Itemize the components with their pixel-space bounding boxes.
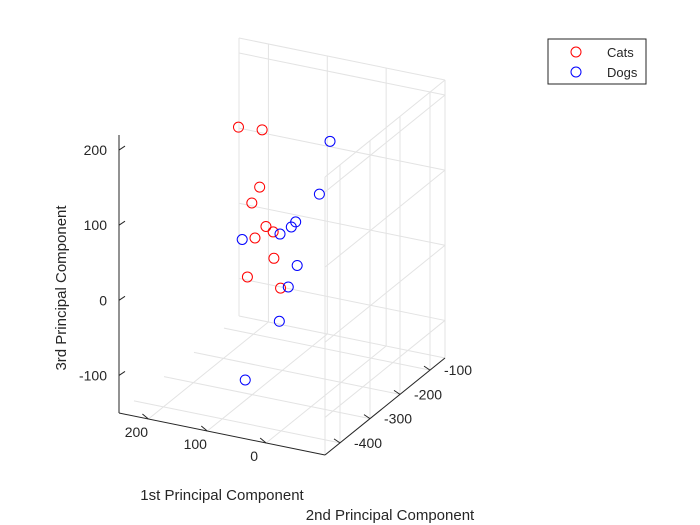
grid-line xyxy=(324,94,446,193)
grid-line xyxy=(223,327,431,371)
grid-line xyxy=(238,37,446,81)
y-tick-mark xyxy=(333,438,341,444)
data-point-cats xyxy=(268,252,280,264)
x-tick-mark xyxy=(200,425,208,432)
data-point-dogs xyxy=(239,374,251,386)
legend: Cats Dogs xyxy=(547,38,647,85)
data-point-cats xyxy=(246,197,258,209)
data-point-dogs xyxy=(291,259,303,271)
data-point-cats xyxy=(249,232,261,244)
y-tick-mark xyxy=(363,414,371,420)
grid-layer xyxy=(133,37,446,456)
axes-box xyxy=(118,135,446,456)
grid-line xyxy=(133,400,341,444)
z-tick-label: 100 xyxy=(84,217,108,233)
y-axis-line xyxy=(324,357,446,456)
data-point-dogs xyxy=(236,233,248,245)
data-point-dogs xyxy=(324,135,336,147)
grid-line xyxy=(324,244,446,343)
grid-line xyxy=(238,202,446,246)
grid-line xyxy=(148,321,269,420)
y-tick-mark xyxy=(393,389,401,395)
data-point-dogs xyxy=(285,221,297,233)
legend-box xyxy=(547,38,647,85)
x-tick-label: 0 xyxy=(250,448,258,464)
data-point-cats xyxy=(241,271,253,283)
grid-line xyxy=(265,345,387,444)
grid-line xyxy=(163,376,371,420)
data-point-cats xyxy=(275,282,287,294)
y-tick-label: -200 xyxy=(414,386,442,402)
data-points xyxy=(232,121,336,386)
legend-label-cats: Cats xyxy=(607,45,634,60)
z-tick-label: 200 xyxy=(84,142,108,158)
y-tick-label: -100 xyxy=(444,362,472,378)
x-axis-line xyxy=(118,412,326,456)
x-tick-label: 200 xyxy=(125,424,149,440)
data-point-cats xyxy=(260,220,272,232)
data-point-cats xyxy=(256,124,268,136)
y-axis-label: 2nd Principal Component xyxy=(306,507,475,524)
grid-line xyxy=(324,79,446,178)
z-tick-label: -100 xyxy=(79,367,107,383)
legend-label-dogs: Dogs xyxy=(607,65,638,80)
grid-line xyxy=(324,169,446,268)
data-point-dogs xyxy=(273,315,285,327)
data-point-dogs xyxy=(274,228,286,240)
data-point-cats xyxy=(232,121,244,133)
grid-line xyxy=(238,315,446,359)
y-tick-label: -300 xyxy=(384,411,412,427)
legend-marker-cats xyxy=(570,46,582,58)
data-point-dogs xyxy=(313,188,325,200)
grid-line xyxy=(238,52,446,96)
data-point-cats xyxy=(254,181,266,193)
grid-line xyxy=(324,320,446,418)
x-tick-label: 100 xyxy=(184,436,208,452)
data-point-dogs xyxy=(282,281,294,293)
z-tick-mark xyxy=(118,145,126,151)
x-tick-mark xyxy=(259,437,267,444)
x-axis-label: 1st Principal Component xyxy=(140,487,304,504)
legend-marker-dogs xyxy=(570,66,582,78)
grid-line xyxy=(238,127,446,171)
grid-line xyxy=(206,333,328,432)
y-tick-mark xyxy=(423,365,431,371)
grid-line xyxy=(238,277,446,321)
z-tick-label: 0 xyxy=(99,292,107,308)
data-point-cats xyxy=(267,226,279,238)
z-tick-mark xyxy=(118,371,126,376)
z-axis-label: 3rd Principal Component xyxy=(53,205,70,371)
z-tick-mark xyxy=(118,220,126,226)
z-tick-mark xyxy=(118,295,126,301)
x-tick-mark xyxy=(142,413,149,420)
y-tick-label: -400 xyxy=(354,435,382,451)
grid-line xyxy=(193,351,401,395)
